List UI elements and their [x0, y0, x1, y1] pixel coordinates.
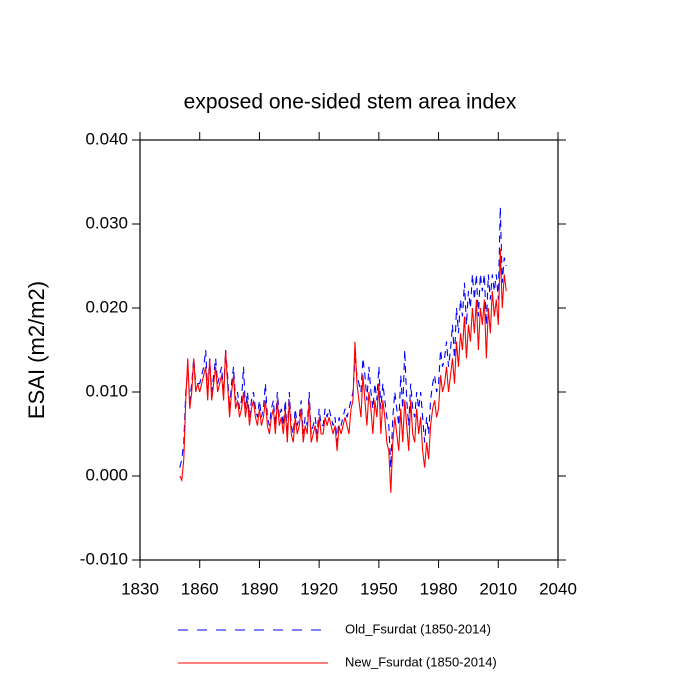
plot-frame	[139, 139, 559, 561]
x-tick-label: 1920	[300, 579, 338, 598]
x-tick-label: 1830	[121, 579, 159, 598]
x-tick-label: 1950	[360, 579, 398, 598]
x-tick-label: 1890	[241, 579, 279, 598]
y-tick-label: 0.000	[85, 465, 128, 484]
legend-label: New_Fsurdat (1850-2014)	[345, 654, 497, 669]
y-tick-label: -0.010	[80, 549, 128, 568]
x-tick-label: 1980	[420, 579, 458, 598]
data-line	[179, 207, 507, 468]
y-tick-label: 0.040	[85, 129, 128, 148]
chart-title: exposed one-sided stem area index	[184, 91, 517, 114]
y-tick-label: 0.020	[85, 297, 128, 316]
x-tick-label: 2010	[479, 579, 517, 598]
x-tick-label: 2040	[539, 579, 577, 598]
x-tick-label: 1860	[181, 579, 219, 598]
legend-label: Old_Fsurdat (1850-2014)	[345, 621, 491, 636]
y-tick-label: 0.010	[85, 381, 128, 400]
y-tick-label: 0.030	[85, 213, 128, 232]
data-line	[179, 249, 507, 493]
y-axis-label: ESAI (m2/m2)	[24, 281, 49, 419]
